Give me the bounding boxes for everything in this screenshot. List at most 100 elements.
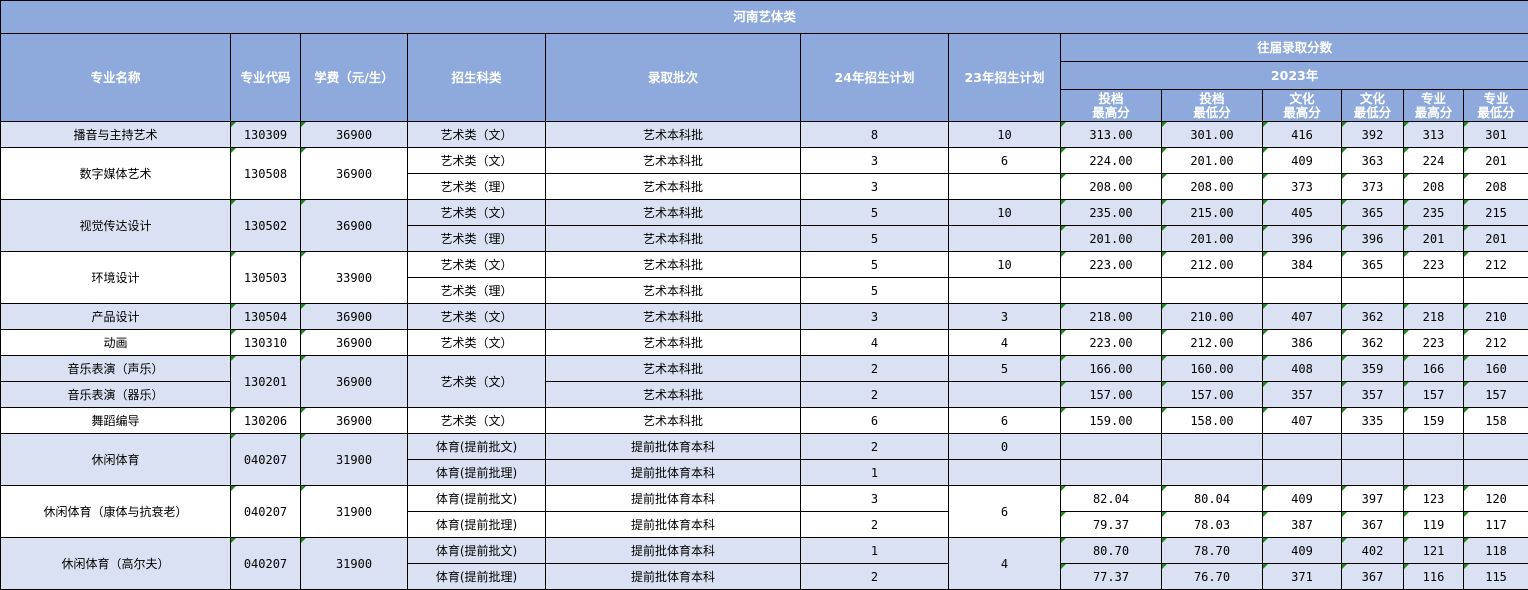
- score-major-min: [1462, 459, 1528, 486]
- major-name: 环境设计: [0, 251, 231, 304]
- plan-2024: 5: [800, 199, 949, 226]
- score-major-max: 235: [1403, 199, 1464, 226]
- score-culture-max: 357: [1262, 381, 1342, 408]
- admission-batch: 提前批体育本科: [545, 459, 801, 486]
- score-toudang-min: 301.00: [1161, 121, 1263, 148]
- score-toudang-max: 159.00: [1060, 407, 1162, 434]
- score-toudang-min: 80.04: [1161, 485, 1263, 512]
- plan-2024: 5: [800, 251, 949, 278]
- score-major-min: 118: [1462, 537, 1528, 564]
- score-major-min: [1462, 277, 1528, 304]
- score-culture-min: [1341, 277, 1404, 304]
- category: 艺术类（理）: [407, 173, 546, 200]
- major-code: 130310: [230, 329, 301, 356]
- score-toudang-min: 212.00: [1161, 251, 1263, 278]
- score-toudang-max: 224.00: [1060, 147, 1162, 174]
- score-culture-max: [1262, 459, 1342, 486]
- major-name: 音乐表演（声乐）: [0, 355, 231, 382]
- score-culture-max: 405: [1262, 199, 1342, 226]
- major-code: 130206: [230, 407, 301, 434]
- header-line: 最低分: [1353, 104, 1392, 120]
- plan-2023: 5: [948, 355, 1061, 382]
- score-culture-max: 384: [1262, 251, 1342, 278]
- header-major-min: 专业 最低分: [1462, 89, 1528, 122]
- score-major-max: 223: [1403, 329, 1464, 356]
- score-major-max: [1403, 277, 1464, 304]
- major-code: 040207: [230, 537, 301, 590]
- score-major-max: 218: [1403, 303, 1464, 330]
- header-line: 最高分: [1283, 104, 1321, 120]
- score-major-min: 301: [1462, 121, 1528, 148]
- score-major-max: 223: [1403, 251, 1464, 278]
- score-toudang-min: 215.00: [1161, 199, 1263, 226]
- score-major-min: 117: [1462, 511, 1528, 538]
- admission-batch: 艺术本科批: [545, 329, 801, 356]
- major-code: 130502: [230, 199, 301, 252]
- score-toudang-min: 201.00: [1161, 147, 1263, 174]
- score-major-min: 201: [1462, 225, 1528, 252]
- major-name: 动画: [0, 329, 231, 356]
- tuition-fee: 31900: [300, 537, 408, 590]
- score-toudang-min: [1161, 433, 1263, 460]
- major-code: 130503: [230, 251, 301, 304]
- header-history: 往届录取分数: [1059, 33, 1528, 62]
- category: 艺术类（文）: [407, 407, 546, 434]
- plan-2024: 3: [800, 303, 949, 330]
- major-name: 舞蹈编导: [0, 407, 231, 434]
- score-culture-max: 371: [1262, 563, 1342, 590]
- tuition-fee: 31900: [300, 485, 408, 538]
- admission-batch: 艺术本科批: [545, 381, 801, 408]
- score-culture-max: [1262, 277, 1342, 304]
- score-toudang-max: 223.00: [1060, 251, 1162, 278]
- score-toudang-max: 166.00: [1060, 355, 1162, 382]
- score-toudang-min: 157.00: [1161, 381, 1263, 408]
- plan-2023: [948, 459, 1061, 486]
- score-culture-max: 416: [1262, 121, 1342, 148]
- header-code: 专业代码: [230, 33, 301, 122]
- admission-batch: 提前批体育本科: [545, 537, 801, 564]
- score-major-min: 157: [1462, 381, 1528, 408]
- header-plan23: 23年招生计划: [948, 33, 1061, 122]
- score-culture-min: 365: [1341, 199, 1404, 226]
- table-row: 体育(提前批理) 提前批体育本科 1: [1, 459, 1528, 486]
- category: 体育(提前批文): [407, 485, 546, 512]
- plan-2024: 3: [800, 485, 949, 512]
- score-major-min: 115: [1462, 563, 1528, 590]
- score-major-max: 119: [1403, 511, 1464, 538]
- score-toudang-max: 208.00: [1060, 173, 1162, 200]
- plan-2024: 2: [800, 433, 949, 460]
- major-name: 休闲体育（高尔夫）: [0, 537, 231, 590]
- admission-batch: 提前批体育本科: [545, 485, 801, 512]
- major-name: 产品设计: [0, 303, 231, 330]
- score-major-max: 157: [1403, 381, 1464, 408]
- score-major-min: 160: [1462, 355, 1528, 382]
- admission-batch: 艺术本科批: [545, 121, 801, 148]
- score-toudang-min: 208.00: [1161, 173, 1263, 200]
- plan-2023: [948, 277, 1061, 304]
- score-toudang-min: 210.00: [1161, 303, 1263, 330]
- score-major-max: 121: [1403, 537, 1464, 564]
- category: 艺术类（文）: [407, 199, 546, 226]
- category: 艺术类（理）: [407, 225, 546, 252]
- category: 艺术类（理）: [407, 277, 546, 304]
- score-major-max: 313: [1403, 121, 1464, 148]
- major-name: 数字媒体艺术: [0, 147, 231, 200]
- score-toudang-max: 77.37: [1060, 563, 1162, 590]
- category: 艺术类（文）: [407, 355, 546, 408]
- plan-2024: 2: [800, 381, 949, 408]
- score-toudang-max: 313.00: [1060, 121, 1162, 148]
- score-major-max: [1403, 433, 1464, 460]
- plan-2023: 6: [948, 147, 1061, 174]
- score-culture-min: 362: [1341, 329, 1404, 356]
- tuition-fee: 36900: [300, 355, 408, 408]
- score-toudang-min: 78.03: [1161, 511, 1263, 538]
- score-toudang-min: 212.00: [1161, 329, 1263, 356]
- category: 艺术类（文）: [407, 303, 546, 330]
- plan-2023: 4: [948, 329, 1061, 356]
- plan-2024: 2: [800, 511, 949, 538]
- score-major-min: 120: [1462, 485, 1528, 512]
- plan-2023: [948, 173, 1061, 200]
- major-name: 休闲体育（康体与抗衰老）: [0, 485, 231, 538]
- tuition-fee: 33900: [300, 251, 408, 304]
- score-toudang-min: [1161, 277, 1263, 304]
